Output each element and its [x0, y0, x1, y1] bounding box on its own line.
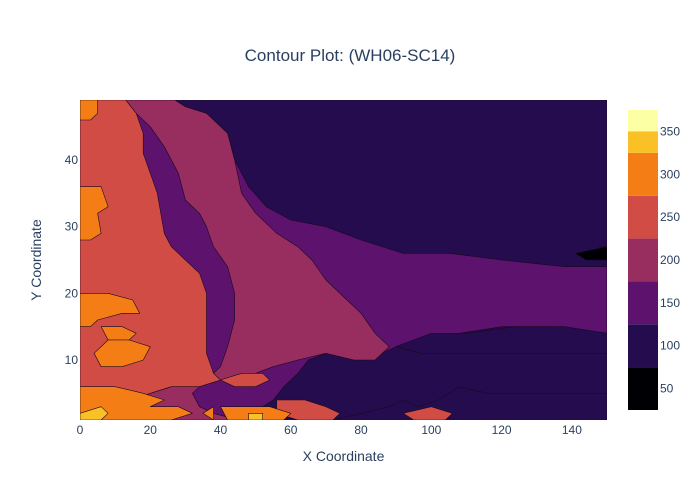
colorbar: 50 100 150 200 250 300 350: [628, 110, 680, 410]
x-tick-label: 140: [562, 423, 582, 437]
contour-region: [100, 326, 137, 341]
contour-region: [575, 246, 607, 261]
contour-region: [202, 406, 214, 420]
x-axis-ticks: 0 20 40 60 80 100 120 140: [77, 423, 583, 437]
colorbar-tick-label: 100: [660, 339, 680, 353]
contour-region: [80, 186, 109, 241]
colorbar-swatch: [628, 324, 658, 368]
y-tick-label: 40: [65, 153, 79, 167]
colorbar-tick-label: 250: [660, 210, 680, 224]
y-tick-label: 10: [65, 353, 79, 367]
contour-region: [80, 292, 140, 328]
y-tick-label: 30: [65, 220, 79, 234]
contour-region: [80, 406, 109, 420]
contour-region: [80, 100, 98, 121]
x-tick-label: 20: [144, 423, 158, 437]
chart-title: Contour Plot: (WH06-SC14): [244, 46, 456, 65]
x-tick-label: 120: [492, 423, 512, 437]
y-axis-title: Y Coordinate: [28, 219, 44, 301]
colorbar-tick-label: 150: [660, 296, 680, 310]
contour-region: [93, 339, 151, 368]
contour-region: [402, 406, 453, 420]
x-tick-label: 60: [284, 423, 298, 437]
colorbar-swatch: [628, 367, 658, 410]
colorbar-tick-label: 300: [660, 167, 680, 181]
x-axis-title: X Coordinate: [302, 448, 385, 464]
contour-region: [332, 386, 607, 420]
x-tick-label: 0: [77, 423, 84, 437]
colorbar-tick-label: 200: [660, 253, 680, 267]
x-tick-label: 40: [214, 423, 228, 437]
contour-region: [80, 386, 193, 420]
y-tick-label: 20: [65, 286, 79, 300]
colorbar-swatch: [628, 238, 658, 282]
contour-fills: [80, 100, 607, 420]
contour-region: [395, 326, 607, 354]
colorbar-tick-label: 350: [660, 124, 680, 138]
colorbar-swatch: [628, 152, 658, 196]
x-tick-label: 100: [421, 423, 441, 437]
colorbar-tick-label: 50: [660, 382, 674, 396]
x-tick-label: 80: [354, 423, 368, 437]
colorbar-swatch: [628, 110, 658, 132]
colorbar-swatch: [628, 195, 658, 239]
contour-region: [248, 412, 264, 420]
contour-region: [220, 372, 271, 388]
colorbar-swatch: [628, 281, 658, 325]
y-axis-ticks: 10 20 30 40: [65, 153, 79, 367]
